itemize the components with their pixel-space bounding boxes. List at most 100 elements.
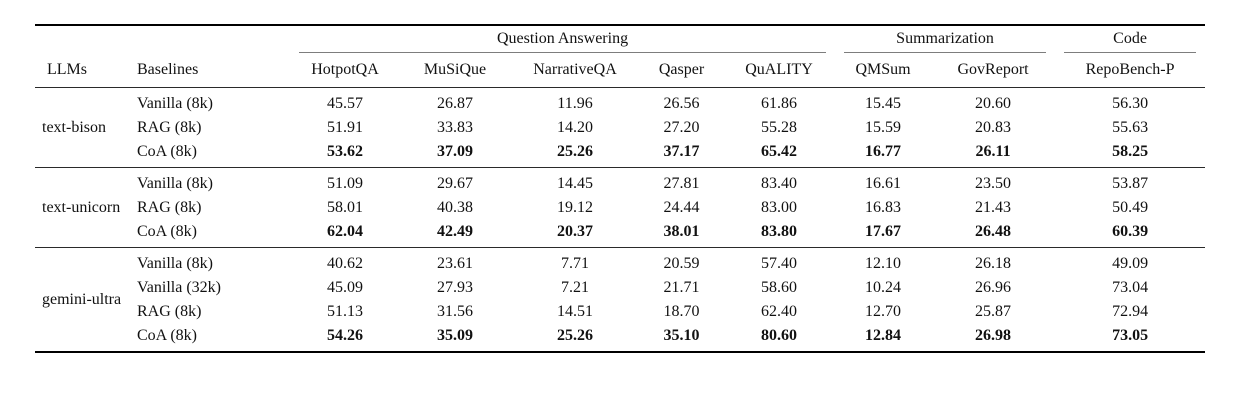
baseline-label: RAG (8k) — [137, 199, 202, 216]
metric-value: 7.71 — [561, 255, 589, 272]
column-header-qmsum: QMSum — [835, 53, 932, 88]
metric-value: 25.87 — [975, 303, 1012, 320]
column-header-repobench-p: RepoBench-P — [1055, 53, 1206, 88]
metric-value: 83.40 — [761, 175, 798, 192]
metric-value: 62.04 — [327, 223, 363, 240]
metric-value: 19.12 — [557, 199, 593, 216]
metric-value: 15.59 — [865, 119, 902, 136]
metric-value: 16.83 — [865, 199, 902, 216]
metric-value: 16.77 — [865, 143, 902, 160]
table-header: Question Answering Summarization Code LL… — [35, 25, 1206, 88]
metric-value: 11.96 — [557, 95, 593, 112]
baseline-label: CoA (8k) — [137, 143, 197, 160]
metric-value: 40.62 — [327, 255, 363, 272]
metric-value: 58.25 — [1112, 143, 1149, 160]
metric-value: 27.81 — [663, 175, 700, 192]
metric-value: 58.01 — [327, 199, 363, 216]
llm-group: text-unicorn Vanilla (8k) 51.09 29.67 14.45 2… — [35, 167, 1206, 248]
metric-value: 65.42 — [761, 143, 798, 160]
llm-group: gemini-ultra Vanilla (8k) 40.62 23.61 7.71 20… — [35, 247, 1206, 353]
group-header-summarization: Summarization — [835, 25, 1055, 53]
metric-value: 24.44 — [663, 199, 700, 216]
column-header-quality: QuALITY — [723, 53, 836, 88]
column-header-baselines: Baselines — [135, 53, 290, 88]
metric-value: 26.18 — [975, 255, 1012, 272]
metric-value: 35.09 — [437, 327, 473, 344]
metric-value: 55.28 — [761, 119, 798, 136]
metric-value: 60.39 — [1112, 223, 1149, 240]
metric-value: 26.98 — [975, 327, 1012, 344]
metric-value: 73.04 — [1112, 279, 1149, 296]
metric-value: 27.93 — [437, 279, 473, 296]
metric-value: 14.20 — [557, 119, 593, 136]
metric-value: 12.70 — [865, 303, 902, 320]
metric-value: 10.24 — [865, 279, 902, 296]
metric-value: 20.83 — [975, 119, 1012, 136]
llm-name: text-unicorn — [42, 199, 121, 216]
metric-value: 25.26 — [557, 327, 593, 344]
llm-name: gemini-ultra — [42, 291, 122, 308]
metric-value: 58.60 — [761, 279, 798, 296]
baseline-label: Vanilla (8k) — [137, 175, 213, 192]
group-label: Question Answering — [299, 29, 827, 53]
metric-value: 25.26 — [557, 143, 593, 160]
metric-value: 14.45 — [557, 175, 593, 192]
column-header-qasper: Qasper — [640, 53, 723, 88]
baseline-label: Vanilla (8k) — [137, 95, 213, 112]
metric-value: 12.84 — [865, 327, 902, 344]
metric-value: 18.70 — [663, 303, 700, 320]
baseline-row: text-unicorn Vanilla (8k) 51.09 29.67 14.45 2… — [35, 168, 1205, 216]
metric-value: 37.09 — [437, 143, 473, 160]
metric-value: 53.62 — [327, 143, 363, 160]
baseline-row: CoA (8k) 54.26 35.09 25.26 35.10 80.60 12.84 26… — [35, 324, 1205, 353]
baseline-label: RAG (8k) — [137, 119, 202, 136]
group-header-code: Code — [1055, 25, 1205, 53]
metric-value: 26.56 — [663, 95, 700, 112]
group-header-row: Question Answering Summarization Code — [35, 25, 1205, 53]
baseline-row: RAG (8k) 58.01 40.38 19.12 24.44 83.00 16.83 21… — [35, 196, 1205, 220]
metric-value: 53.87 — [1112, 175, 1149, 192]
metric-value: 23.61 — [437, 255, 473, 272]
metric-value: 45.09 — [327, 279, 363, 296]
baseline-label: RAG (8k) — [137, 303, 202, 320]
metric-value: 26.48 — [975, 223, 1012, 240]
metric-value: 20.60 — [975, 95, 1012, 112]
column-header-llms: LLMs — [35, 53, 135, 88]
metric-value: 26.87 — [437, 95, 473, 112]
metric-value: 62.40 — [761, 303, 798, 320]
baseline-row: gemini-ultra Vanilla (8k) 40.62 23.61 7.71 20… — [35, 248, 1205, 308]
metric-value: 50.49 — [1112, 199, 1149, 216]
group-header-question-answering: Question Answering — [290, 25, 835, 53]
group-label: Summarization — [844, 29, 1047, 53]
metric-value: 15.45 — [865, 95, 902, 112]
metric-value: 40.38 — [437, 199, 473, 216]
baseline-row: text-bison Vanilla (8k) 45.57 26.87 11.96 26.… — [35, 88, 1205, 136]
metric-value: 20.59 — [663, 255, 700, 272]
metric-value: 21.71 — [663, 279, 700, 296]
metric-value: 83.00 — [761, 199, 798, 216]
metric-value: 42.49 — [437, 223, 473, 240]
metric-value: 14.51 — [557, 303, 593, 320]
results-table: Question Answering Summarization Code LL… — [35, 24, 1206, 353]
metric-value: 80.60 — [761, 327, 798, 344]
metric-value: 26.11 — [975, 143, 1011, 160]
metric-value: 51.13 — [327, 303, 363, 320]
llm-name: text-bison — [42, 119, 106, 136]
metric-value: 38.01 — [663, 223, 700, 240]
metric-value: 35.10 — [663, 327, 700, 344]
metric-value: 45.57 — [327, 95, 363, 112]
metric-value: 56.30 — [1112, 95, 1149, 112]
metric-value: 37.17 — [663, 143, 700, 160]
metric-value: 21.43 — [975, 199, 1012, 216]
column-header-row: LLMs Baselines HotpotQA MuSiQue Narrativ… — [35, 53, 1206, 88]
metric-value: 26.96 — [975, 279, 1012, 296]
metric-value: 49.09 — [1112, 255, 1149, 272]
baseline-row: RAG (8k) 51.91 33.83 14.20 27.20 55.28 15.59 20… — [35, 116, 1205, 140]
metric-value: 31.56 — [437, 303, 473, 320]
metric-value: 61.86 — [761, 95, 798, 112]
column-header-hotpotqa: HotpotQA — [290, 53, 400, 88]
group-header-spacer — [35, 25, 290, 53]
baseline-label: Vanilla (8k) — [137, 255, 213, 272]
metric-value: 57.40 — [761, 255, 798, 272]
